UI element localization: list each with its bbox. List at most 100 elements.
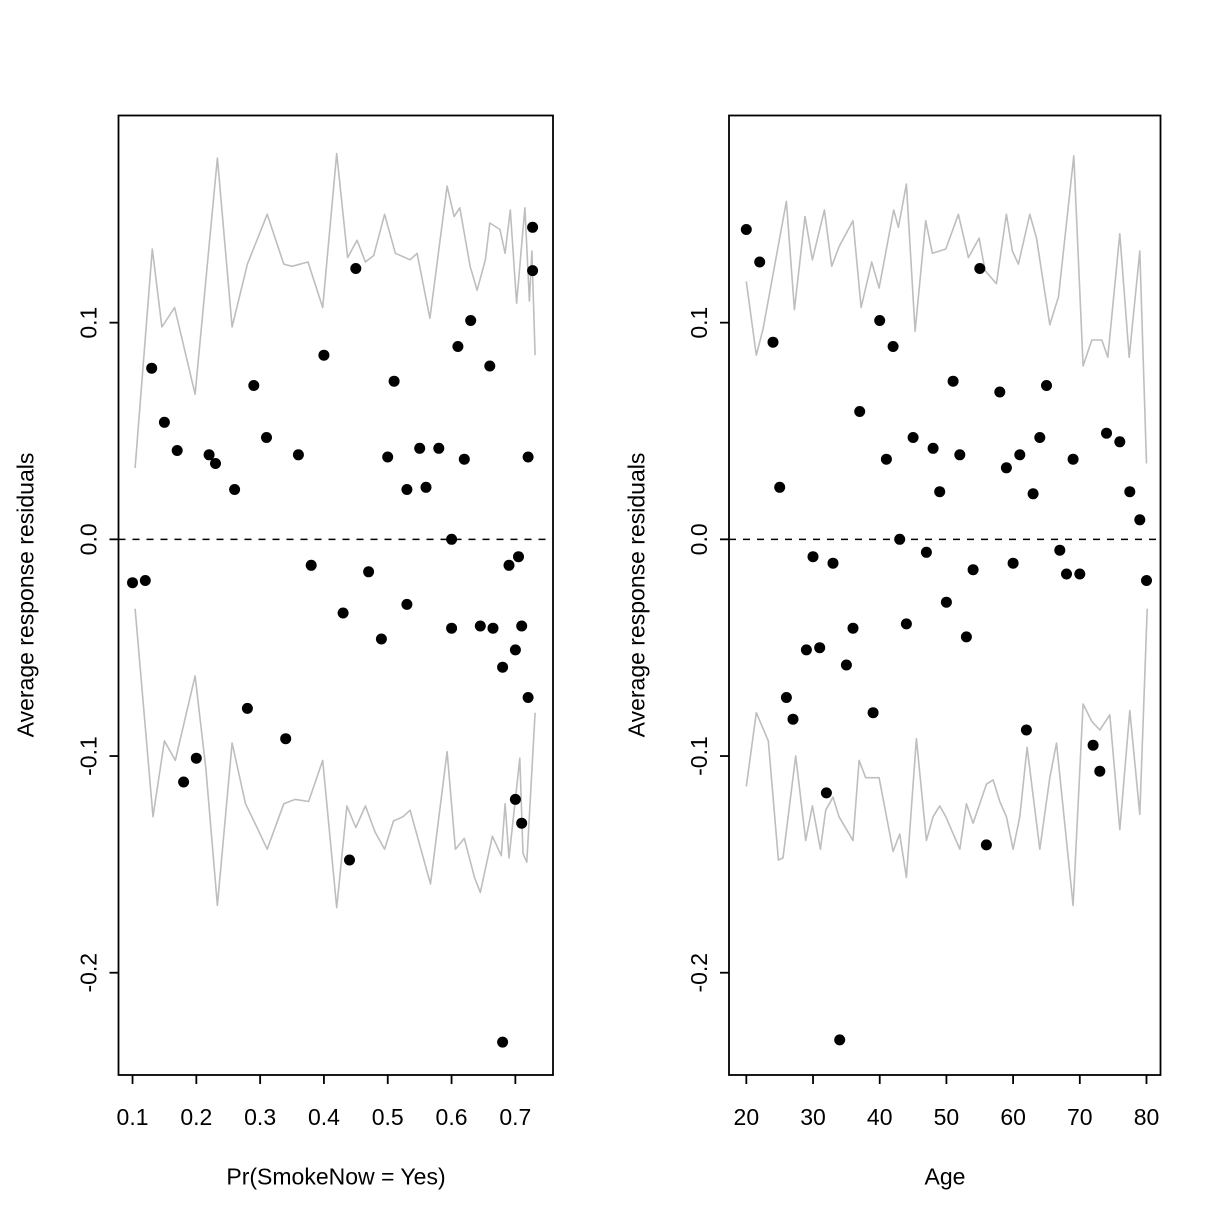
data-point xyxy=(127,577,138,589)
y-tick-label: -0.1 xyxy=(76,736,102,776)
plot-frame xyxy=(117,114,554,1076)
data-point xyxy=(158,416,170,428)
data-point xyxy=(1101,427,1112,439)
data-point xyxy=(900,618,912,630)
y-tick-label: -0.2 xyxy=(686,953,712,993)
x-tick-label: 80 xyxy=(1134,1104,1160,1130)
data-point xyxy=(527,265,539,277)
data-point xyxy=(497,661,509,673)
data-point xyxy=(171,445,183,456)
x-tick-label: 60 xyxy=(1000,1104,1026,1130)
data-point xyxy=(375,633,387,645)
data-point xyxy=(1124,486,1136,498)
data-point xyxy=(1134,514,1146,526)
data-point xyxy=(847,622,859,634)
data-point xyxy=(139,575,151,586)
x-tick-label: 0.7 xyxy=(499,1104,531,1130)
data-point xyxy=(1027,488,1039,500)
data-point xyxy=(907,432,919,443)
y-tick-label: 0.1 xyxy=(686,307,712,339)
data-point xyxy=(509,644,521,656)
y-tick-label: -0.2 xyxy=(76,953,102,993)
data-point xyxy=(146,362,158,374)
data-point xyxy=(894,533,906,545)
data-point xyxy=(1020,724,1032,736)
y-tick-label: 0.1 xyxy=(76,307,102,339)
data-point xyxy=(1114,436,1126,448)
data-point xyxy=(382,451,394,463)
y-tick-label: -0.1 xyxy=(686,736,712,776)
data-point xyxy=(807,551,819,563)
data-point xyxy=(974,263,986,274)
data-point xyxy=(800,644,812,656)
x-tick-label: 0.3 xyxy=(244,1104,276,1130)
data-point xyxy=(420,481,432,493)
y-tick-label: 0.0 xyxy=(686,523,712,555)
x-tick-label: 0.1 xyxy=(117,1104,149,1130)
data-point xyxy=(401,484,413,495)
data-point xyxy=(940,596,952,608)
lower-confidence-band-line xyxy=(745,608,1148,907)
data-point xyxy=(516,620,528,632)
data-point xyxy=(1067,453,1079,465)
data-point xyxy=(527,221,539,233)
data-point xyxy=(350,263,362,274)
data-point xyxy=(854,406,866,417)
data-point xyxy=(363,566,375,578)
data-point xyxy=(834,1034,846,1046)
data-point xyxy=(867,707,879,719)
data-point xyxy=(318,349,330,361)
data-point xyxy=(487,622,499,634)
data-point xyxy=(887,341,899,352)
x-tick-label: 50 xyxy=(934,1104,960,1130)
x-tick-label: 30 xyxy=(800,1104,826,1130)
data-point xyxy=(1087,739,1099,751)
data-point xyxy=(203,449,215,461)
data-point xyxy=(994,386,1006,398)
data-point xyxy=(967,564,979,576)
data-point xyxy=(388,375,400,387)
data-point xyxy=(337,607,349,619)
y-tick-label: 0.0 xyxy=(76,523,102,555)
data-point xyxy=(780,692,792,703)
x-tick-label: 0.5 xyxy=(372,1104,404,1130)
data-point xyxy=(522,451,534,463)
y-axis-title-left: Average response residuals xyxy=(12,452,39,738)
data-point xyxy=(947,375,959,387)
panel-probability: 0.1 0.2 0.3 0.4 0.5 0.6 0.7 0.1 0.0 -0.1 -0.2 xyxy=(76,114,554,1130)
data-point xyxy=(1034,432,1046,443)
data-point xyxy=(401,598,413,610)
data-point xyxy=(433,442,445,454)
data-point xyxy=(280,733,292,745)
data-point xyxy=(261,432,272,443)
data-point xyxy=(446,622,458,634)
data-point xyxy=(1014,449,1026,461)
data-point xyxy=(820,787,832,799)
data-point xyxy=(740,224,752,235)
data-point xyxy=(960,631,972,643)
x-axis-title-probability: Pr(SmokeNow = Yes) xyxy=(226,1163,446,1190)
data-point xyxy=(1007,557,1019,569)
x-tick-label: 70 xyxy=(1067,1104,1093,1130)
x-tick-label: 40 xyxy=(867,1104,893,1130)
data-point xyxy=(980,839,992,851)
data-point xyxy=(414,442,426,454)
data-point xyxy=(754,256,766,268)
data-point xyxy=(874,315,886,326)
data-point xyxy=(446,533,458,545)
data-point xyxy=(767,336,779,348)
data-point xyxy=(305,559,317,571)
data-point xyxy=(344,854,355,866)
data-point xyxy=(934,486,946,498)
data-point xyxy=(248,380,260,391)
x-tick-label: 0.2 xyxy=(180,1104,212,1130)
data-point xyxy=(1054,544,1066,556)
data-point xyxy=(1094,765,1106,777)
x-axis-title-age: Age xyxy=(924,1163,966,1190)
data-point xyxy=(787,713,799,725)
data-point xyxy=(880,453,892,465)
data-point xyxy=(210,458,221,469)
data-point xyxy=(814,642,826,654)
